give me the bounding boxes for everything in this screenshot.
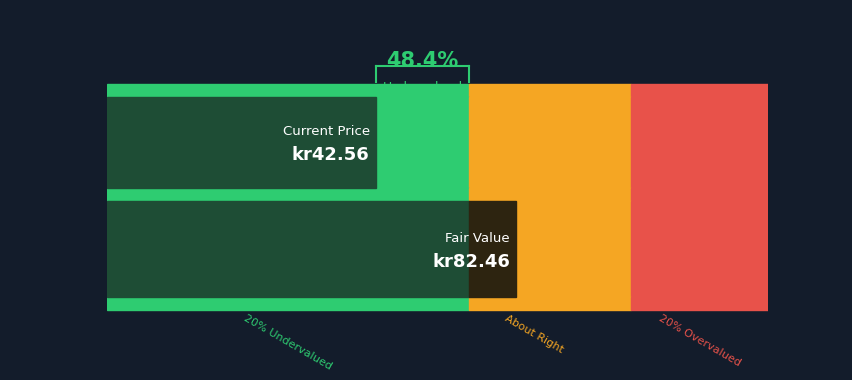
Text: 48.4%: 48.4% [386,51,458,71]
Bar [469,201,516,297]
Text: 20% Undervalued: 20% Undervalued [242,314,333,372]
Bar [630,187,767,201]
Bar [106,84,469,97]
Bar [469,201,630,297]
Bar [106,97,376,187]
Bar [630,97,767,187]
Text: kr82.46: kr82.46 [431,253,509,271]
Bar [106,201,469,297]
Bar [469,187,630,201]
Text: Current Price: Current Price [282,125,369,138]
Bar [630,84,767,97]
Bar [630,297,767,310]
Bar [106,201,469,297]
Text: kr42.56: kr42.56 [291,146,369,164]
Bar [106,297,469,310]
Bar [469,84,630,97]
Text: Undervalued: Undervalued [382,81,462,94]
Bar [106,187,469,201]
Bar [469,97,630,187]
Text: Fair Value: Fair Value [445,232,509,245]
Bar [630,201,767,297]
Bar [469,297,630,310]
Text: 20% Overvalued: 20% Overvalued [656,314,741,369]
Text: About Right: About Right [502,314,564,355]
Bar [106,97,469,187]
